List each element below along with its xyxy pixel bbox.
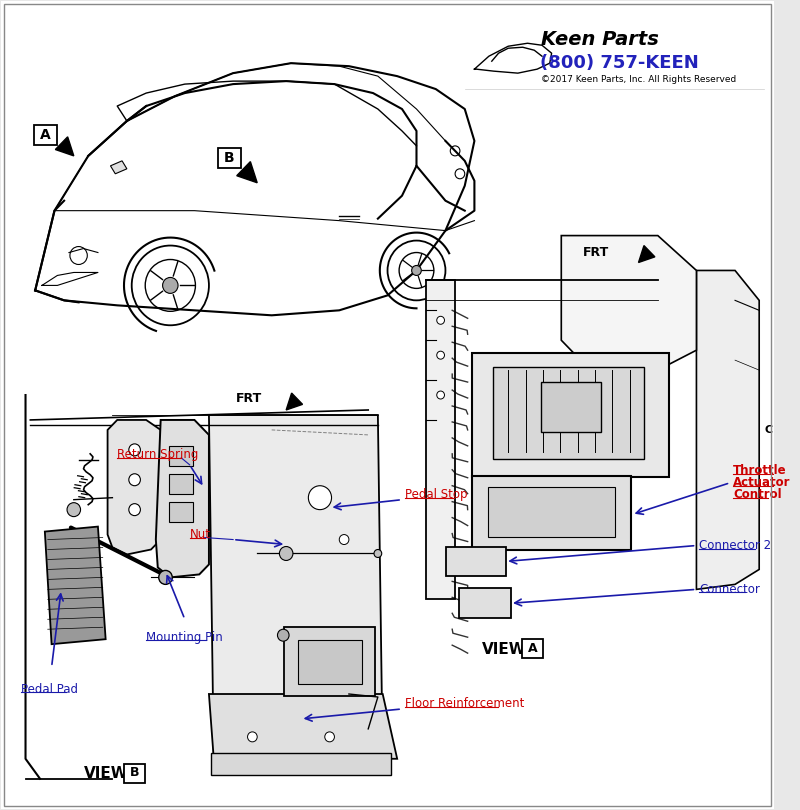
- Text: ©2017 Keen Parts, Inc. All Rights Reserved: ©2017 Keen Parts, Inc. All Rights Reserv…: [541, 75, 736, 83]
- Polygon shape: [209, 415, 382, 759]
- Polygon shape: [45, 526, 106, 644]
- Text: Actuator: Actuator: [733, 476, 790, 489]
- Text: Control: Control: [733, 488, 782, 501]
- FancyBboxPatch shape: [473, 353, 670, 477]
- Text: FRT: FRT: [583, 246, 610, 259]
- Text: Nut: Nut: [190, 528, 210, 541]
- Circle shape: [162, 278, 178, 293]
- Text: Mounting Pin: Mounting Pin: [146, 631, 223, 644]
- Polygon shape: [562, 236, 697, 370]
- FancyBboxPatch shape: [488, 487, 615, 536]
- Circle shape: [278, 629, 289, 642]
- Polygon shape: [209, 694, 397, 759]
- FancyBboxPatch shape: [541, 382, 601, 432]
- Text: A: A: [41, 128, 51, 142]
- Circle shape: [129, 444, 140, 456]
- Circle shape: [412, 266, 422, 275]
- Text: Connector: Connector: [699, 583, 760, 596]
- FancyBboxPatch shape: [298, 640, 362, 684]
- Circle shape: [158, 570, 172, 584]
- Circle shape: [437, 352, 445, 359]
- FancyBboxPatch shape: [284, 627, 375, 696]
- FancyBboxPatch shape: [34, 125, 58, 145]
- FancyBboxPatch shape: [473, 475, 630, 549]
- Polygon shape: [110, 161, 127, 174]
- Circle shape: [67, 503, 81, 517]
- FancyBboxPatch shape: [211, 752, 391, 774]
- Circle shape: [129, 474, 140, 486]
- Polygon shape: [237, 162, 258, 183]
- Polygon shape: [426, 280, 455, 599]
- FancyBboxPatch shape: [170, 446, 193, 466]
- Circle shape: [374, 549, 382, 557]
- Polygon shape: [697, 271, 759, 590]
- Text: Throttle: Throttle: [733, 464, 786, 477]
- Text: A: A: [527, 642, 537, 654]
- Circle shape: [325, 732, 334, 742]
- Polygon shape: [286, 393, 302, 410]
- FancyBboxPatch shape: [493, 367, 644, 458]
- Text: Floor Reinforcement: Floor Reinforcement: [405, 697, 524, 710]
- FancyBboxPatch shape: [446, 547, 506, 577]
- Text: C: C: [764, 425, 772, 435]
- Text: VIEW: VIEW: [482, 642, 526, 657]
- Text: FRT: FRT: [236, 391, 262, 404]
- Text: Return Spring: Return Spring: [118, 448, 198, 462]
- Circle shape: [437, 391, 445, 399]
- Text: Pedal Pad: Pedal Pad: [21, 683, 78, 696]
- Text: Keen Parts: Keen Parts: [541, 30, 659, 49]
- Circle shape: [308, 486, 331, 509]
- Bar: [465, 11, 764, 96]
- Text: B: B: [130, 766, 139, 779]
- Polygon shape: [156, 420, 209, 578]
- FancyBboxPatch shape: [218, 148, 241, 168]
- Circle shape: [129, 504, 140, 516]
- Text: Connector 2: Connector 2: [699, 539, 771, 552]
- FancyBboxPatch shape: [170, 474, 193, 493]
- Polygon shape: [107, 420, 161, 555]
- FancyBboxPatch shape: [522, 639, 543, 659]
- Text: VIEW: VIEW: [83, 766, 128, 781]
- Circle shape: [437, 317, 445, 324]
- Circle shape: [279, 547, 293, 561]
- Text: (800) 757-KEEN: (800) 757-KEEN: [540, 54, 698, 72]
- Circle shape: [247, 732, 258, 742]
- FancyBboxPatch shape: [459, 588, 511, 618]
- Circle shape: [339, 535, 349, 544]
- Text: B: B: [224, 151, 234, 165]
- Polygon shape: [55, 137, 74, 156]
- Text: Pedal Stop: Pedal Stop: [405, 488, 467, 501]
- FancyBboxPatch shape: [124, 764, 146, 782]
- FancyBboxPatch shape: [170, 501, 193, 522]
- Polygon shape: [638, 245, 655, 262]
